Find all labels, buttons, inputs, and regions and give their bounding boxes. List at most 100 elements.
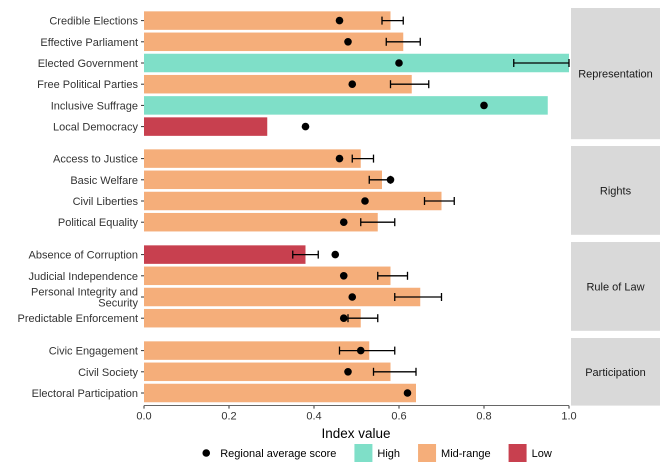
bar bbox=[144, 212, 378, 232]
bar-row: Credible Elections bbox=[49, 11, 404, 30]
facet-strip bbox=[571, 242, 660, 331]
regional-average-point bbox=[339, 218, 348, 226]
panel-background bbox=[144, 8, 569, 140]
bar bbox=[144, 149, 361, 168]
facet-strip bbox=[571, 146, 660, 235]
bar-row: Elected Government bbox=[38, 53, 570, 73]
x-axis-title: Index value bbox=[321, 426, 390, 441]
bar bbox=[144, 245, 306, 264]
x-axis: 0.0 0.2 0.4 0.6 0.8 1.0 bbox=[136, 405, 577, 423]
y-tick-label: Personal Integrity and Security bbox=[31, 287, 139, 310]
y-tick-label: Civil Liberties bbox=[73, 196, 139, 208]
regional-average-point bbox=[480, 101, 488, 110]
regional-average-point bbox=[339, 314, 348, 323]
bar bbox=[144, 11, 391, 30]
y-tick-label: Basic Welfare bbox=[70, 175, 138, 187]
y-tick-label: Civic Engagement bbox=[49, 346, 138, 358]
y-tick-label: Free Political Parties bbox=[37, 79, 138, 91]
x-tick-label: 0.8 bbox=[476, 411, 491, 423]
legend-item-high: High bbox=[354, 444, 400, 462]
bar bbox=[144, 383, 416, 403]
bar bbox=[144, 191, 442, 211]
legend-label: Regional average score bbox=[220, 448, 336, 460]
bar bbox=[144, 287, 421, 307]
regional-average-point bbox=[331, 250, 340, 259]
bar-row: Free Political Parties bbox=[37, 74, 430, 94]
legend-point-key bbox=[202, 449, 211, 457]
regional-average-point bbox=[361, 197, 369, 205]
bar-row: Political Equality bbox=[58, 212, 396, 232]
y-tick-label: Civil Society bbox=[78, 367, 138, 379]
bar-row: Inclusive Suffrage bbox=[51, 96, 548, 115]
bar-row: Effective Parliament bbox=[40, 32, 421, 52]
facet-strip bbox=[571, 8, 660, 140]
bar-row: Civil Society bbox=[78, 362, 417, 382]
regional-average-point bbox=[348, 80, 357, 88]
regional-average-point bbox=[356, 346, 365, 355]
legend-color-key bbox=[508, 444, 527, 462]
facet-strip-label: Representation bbox=[578, 69, 653, 81]
regional-average-point bbox=[344, 38, 352, 46]
legend-label: Mid-range bbox=[441, 448, 491, 460]
bar-row: Predictable Enforcement bbox=[18, 308, 379, 328]
bar bbox=[144, 308, 361, 328]
facet-strip-label: Rule of Law bbox=[586, 281, 644, 293]
bar-row: Access to Justice bbox=[53, 149, 375, 168]
legend-label: High bbox=[377, 448, 400, 460]
y-tick-label: Elected Government bbox=[38, 58, 138, 70]
regional-average-point bbox=[344, 368, 352, 376]
x-tick-label: 1.0 bbox=[561, 411, 576, 423]
x-tick-label: 0.6 bbox=[391, 411, 406, 423]
legend-item-regional-average-score: Regional average score bbox=[202, 448, 336, 460]
facet-strip-label: Rights bbox=[600, 185, 632, 197]
legend-color-key bbox=[354, 444, 373, 462]
regional-average-point bbox=[335, 16, 344, 25]
bar-row: Personal Integrity and Security bbox=[31, 287, 443, 310]
bar bbox=[144, 96, 548, 115]
panel-rights: Rights Access to Justice Basic Welfare Civi… bbox=[53, 146, 660, 235]
bar-row: Basic Welfare bbox=[70, 170, 395, 190]
bar-row: Civic Engagement bbox=[49, 341, 396, 360]
bar bbox=[144, 32, 404, 52]
bar bbox=[144, 266, 391, 286]
bar-row: Absence of Corruption bbox=[29, 245, 340, 264]
bar bbox=[144, 117, 268, 136]
bar bbox=[144, 362, 391, 382]
regional-average-point bbox=[335, 154, 344, 163]
bar-row: Civil Liberties bbox=[73, 191, 455, 211]
legend-color-key bbox=[418, 444, 437, 462]
y-tick-label: Inclusive Suffrage bbox=[51, 100, 138, 112]
regional-average-point bbox=[339, 272, 348, 280]
y-tick-label: Credible Elections bbox=[49, 16, 138, 28]
regional-average-point bbox=[301, 122, 310, 131]
panel-participation: Participation Civic Engagement Civil Socie… bbox=[32, 338, 660, 406]
bar-row: Local Democracy bbox=[53, 117, 310, 136]
regional-average-point bbox=[395, 59, 403, 67]
bar-row: Electoral Participation bbox=[32, 383, 416, 403]
y-tick-label: Absence of Corruption bbox=[29, 250, 138, 262]
x-tick-label: 0.2 bbox=[221, 411, 236, 423]
y-tick-label: Electoral Participation bbox=[32, 388, 138, 400]
y-tick-label: Judicial Independence bbox=[29, 271, 138, 283]
bar bbox=[144, 74, 412, 94]
panels-layer: Representation Credible Elections Effectiv… bbox=[18, 8, 660, 406]
legend-label: Low bbox=[532, 448, 552, 460]
y-tick-label: Political Equality bbox=[58, 217, 139, 229]
y-tick-label: Local Democracy bbox=[53, 122, 138, 134]
regional-average-point bbox=[403, 389, 412, 397]
regional-average-point bbox=[386, 176, 395, 184]
x-tick-label: 0.4 bbox=[306, 411, 321, 423]
legend: Regional average score High Mid-range Low bbox=[202, 444, 552, 462]
legend-item-mid-range: Mid-range bbox=[418, 444, 491, 462]
panel-rule-of-law: Rule of Law Absence of Corruption Judicial… bbox=[18, 242, 660, 331]
y-tick-label: Access to Justice bbox=[53, 154, 138, 166]
facet-strip bbox=[571, 338, 660, 406]
regional-average-point bbox=[348, 293, 357, 301]
facet-strip-label: Participation bbox=[585, 367, 646, 379]
bar bbox=[144, 53, 569, 73]
y-tick-label: Predictable Enforcement bbox=[18, 313, 138, 325]
bar bbox=[144, 170, 382, 190]
y-tick-label: Effective Parliament bbox=[40, 37, 138, 49]
panel-representation: Representation Credible Elections Effectiv… bbox=[37, 8, 660, 140]
